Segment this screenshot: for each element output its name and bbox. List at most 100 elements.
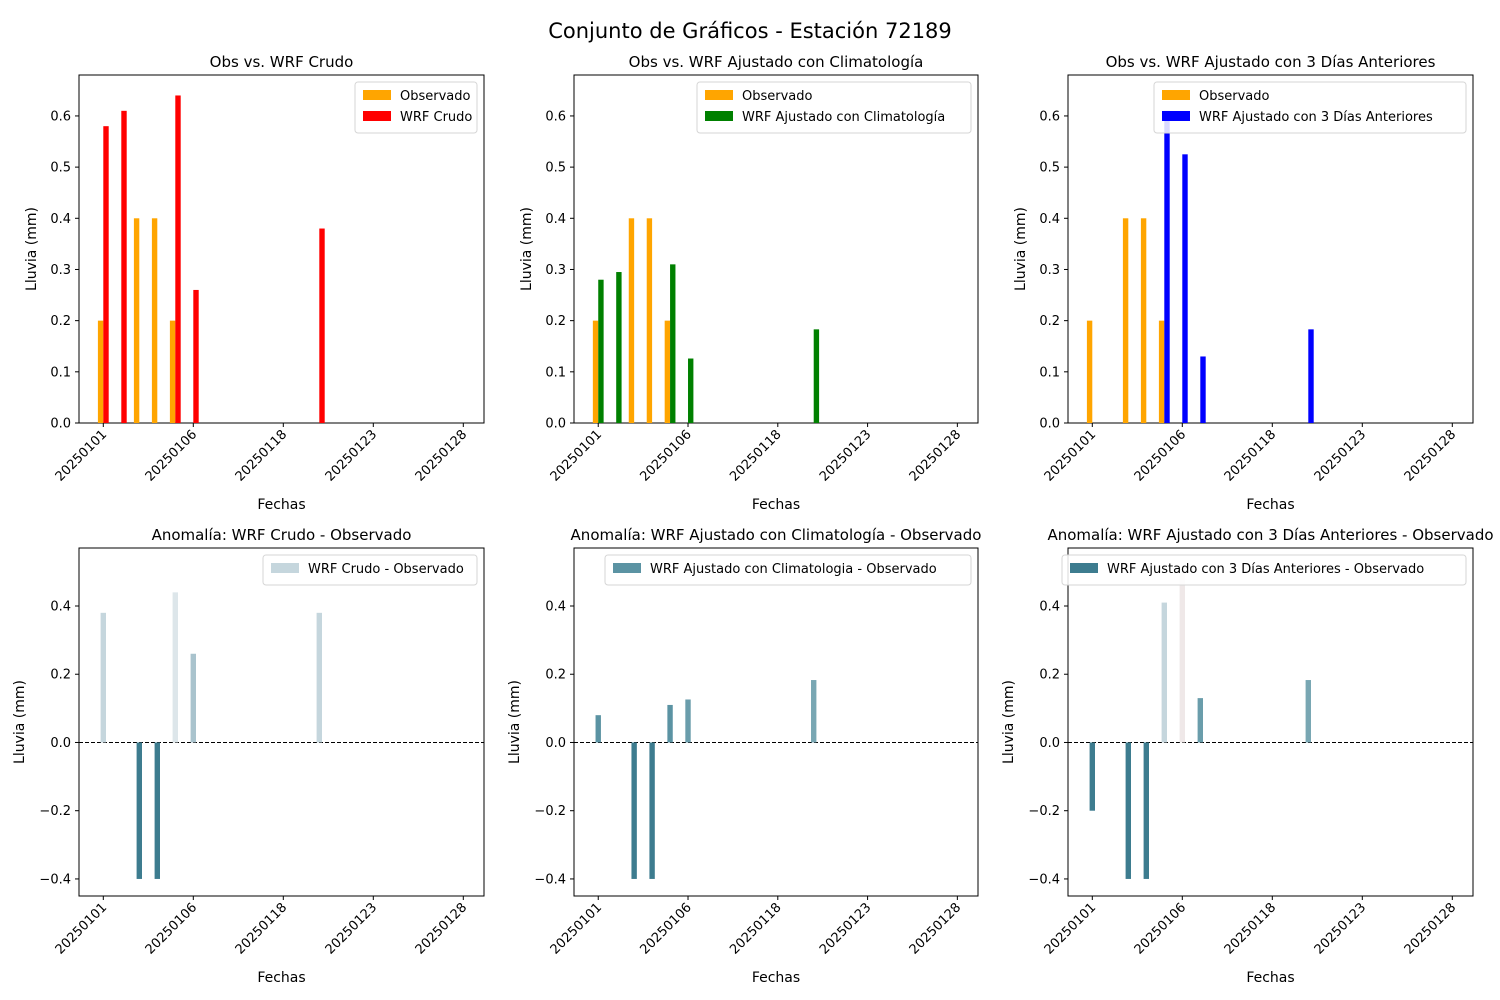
y-tick-label: 0.5 (1039, 161, 1060, 176)
legend-swatch (705, 90, 733, 100)
bar (688, 358, 694, 423)
plot-frame (1067, 74, 1474, 424)
legend-frame (262, 554, 478, 586)
bar (616, 272, 622, 423)
bar (151, 218, 158, 423)
bar (1089, 742, 1095, 811)
y-tick-label: 0.5 (50, 161, 71, 176)
x-axis-label: Fechas (257, 970, 305, 986)
bar (319, 228, 325, 423)
chart-title: Obs vs. WRF Ajustado con 3 Días Anterior… (1106, 53, 1436, 71)
y-tick-label: −0.2 (39, 804, 71, 819)
legend-swatch (271, 563, 299, 573)
legend-label: WRF Ajustado con 3 Días Anteriores (1199, 110, 1433, 125)
bar (595, 715, 601, 743)
x-axis-label: Fechas (1246, 970, 1294, 986)
y-tick-label: 0.2 (545, 668, 566, 683)
bar (649, 742, 655, 879)
y-tick-label: 0.1 (545, 365, 566, 380)
y-tick-label: −0.2 (534, 804, 566, 819)
bar (121, 110, 127, 423)
chart-title: Anomalía: WRF Crudo - Observado (152, 526, 412, 544)
figure-title: Conjunto de Gráficos - Estación 72189 (548, 19, 952, 43)
x-tick-label: 20250128 (907, 900, 964, 957)
legend: WRF Crudo - Observado (262, 554, 478, 586)
bar (1197, 698, 1203, 743)
chart-panel-6: Anomalía: WRF Ajustado con 3 Días Anteri… (1001, 526, 1494, 986)
x-tick-label: 20250123 (817, 900, 874, 957)
bar (1161, 602, 1167, 743)
bar (646, 218, 653, 423)
x-tick-label: 20250101 (1042, 900, 1099, 957)
y-tick-label: 0.5 (545, 161, 566, 176)
bar (154, 742, 160, 879)
x-tick-label: 20250101 (1042, 427, 1099, 484)
bar (598, 279, 604, 423)
bar (664, 320, 671, 423)
x-tick-label: 20250101 (53, 900, 110, 957)
x-tick-label: 20250101 (548, 900, 605, 957)
legend: Observado WRF Crudo (354, 81, 478, 134)
y-axis-label: Lluvia (mm) (1013, 207, 1029, 291)
bar (316, 612, 322, 743)
x-tick-label: 20250123 (817, 427, 874, 484)
chart-title: Obs vs. WRF Crudo (210, 53, 354, 71)
bar (1179, 571, 1185, 743)
chart-panel-2: Obs vs. WRF Ajustado con Climatología 0.0… (519, 53, 979, 513)
x-tick-label: 20250128 (413, 900, 470, 957)
bar (592, 320, 599, 423)
x-tick-label: 20250123 (323, 900, 380, 957)
x-tick-label: 20250128 (907, 427, 964, 484)
x-tick-label: 20250128 (1402, 900, 1459, 957)
bar (1140, 218, 1147, 423)
y-axis-label: Lluvia (mm) (507, 680, 523, 764)
legend: Observado WRF Ajustado con Climatología (696, 81, 972, 134)
chart-panel-5: Anomalía: WRF Ajustado con Climatología … (507, 526, 981, 986)
legend-swatch (363, 90, 391, 100)
bar (1308, 329, 1314, 423)
legend-swatch (1070, 563, 1098, 573)
legend-swatch (705, 111, 733, 121)
bar (1122, 218, 1129, 423)
chart-panel-1: Obs vs. WRF Crudo 0.0 0.1 0.2 0.3 0.4 0.5 0.6 20… (24, 53, 485, 513)
legend-label: WRF Ajustado con Climatologia - Observad… (650, 562, 937, 577)
chart-panels: Obs vs. WRF Crudo 0.0 0.1 0.2 0.3 0.4 0.5 0.6 20… (12, 53, 1494, 986)
bar (100, 612, 106, 743)
plot-frame (573, 547, 979, 897)
y-tick-label: 0.0 (1039, 736, 1060, 751)
x-tick-label: 20250123 (323, 427, 380, 484)
legend-swatch (1162, 90, 1190, 100)
x-tick-label: 20250106 (1132, 900, 1189, 957)
legend-frame (604, 554, 972, 586)
y-tick-label: 0.2 (1039, 314, 1060, 329)
y-tick-label: 0.0 (50, 417, 71, 432)
x-tick-label: 20250118 (233, 900, 290, 957)
legend-label: Observado (742, 89, 813, 104)
x-tick-label: 20250101 (548, 427, 605, 484)
y-tick-label: 0.4 (50, 212, 71, 227)
x-tick-label: 20250128 (1402, 427, 1459, 484)
y-axis-label: Lluvia (mm) (24, 207, 40, 291)
y-tick-label: 0.0 (545, 736, 566, 751)
legend-frame (1061, 554, 1467, 586)
y-axis-label: Lluvia (mm) (519, 207, 535, 291)
x-tick-label: 20250106 (143, 427, 200, 484)
y-tick-label: 0.3 (50, 263, 71, 278)
y-tick-label: 0.1 (1039, 365, 1060, 380)
y-tick-label: 0.3 (1039, 263, 1060, 278)
plot-frame (573, 74, 979, 424)
bar (1200, 356, 1206, 423)
bar (811, 680, 817, 743)
legend-label: WRF Ajustado con Climatología (742, 110, 945, 125)
bar (1143, 742, 1149, 879)
bar (190, 653, 196, 743)
legend-swatch (613, 563, 641, 573)
bar (193, 289, 199, 423)
y-tick-label: 0.6 (1039, 109, 1060, 124)
bar (1086, 320, 1093, 423)
chart-title: Anomalía: WRF Ajustado con 3 Días Anteri… (1047, 526, 1493, 544)
legend-label: Observado (1199, 89, 1270, 104)
bar (1164, 110, 1170, 423)
bar (172, 592, 178, 743)
